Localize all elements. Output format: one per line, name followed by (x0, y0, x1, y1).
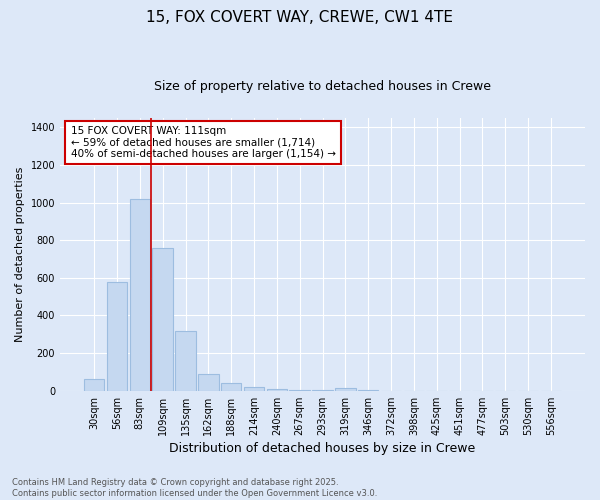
Bar (358, 390, 379, 391)
Text: 15 FOX COVERT WAY: 111sqm
← 59% of detached houses are smaller (1,714)
40% of se: 15 FOX COVERT WAY: 111sqm ← 59% of detac… (71, 126, 335, 159)
Bar (152, 248, 173, 391)
Bar (107, 282, 127, 391)
Bar (289, 390, 310, 391)
Bar (266, 390, 287, 391)
Y-axis label: Number of detached properties: Number of detached properties (15, 166, 25, 342)
Bar (335, 388, 356, 391)
Text: Contains HM Land Registry data © Crown copyright and database right 2025.
Contai: Contains HM Land Registry data © Crown c… (12, 478, 377, 498)
Title: Size of property relative to detached houses in Crewe: Size of property relative to detached ho… (154, 80, 491, 93)
Bar (198, 374, 218, 391)
Bar (84, 378, 104, 391)
X-axis label: Distribution of detached houses by size in Crewe: Distribution of detached houses by size … (169, 442, 476, 455)
Bar (244, 387, 264, 391)
Bar (221, 384, 241, 391)
Bar (130, 198, 150, 391)
Bar (175, 330, 196, 391)
Text: 15, FOX COVERT WAY, CREWE, CW1 4TE: 15, FOX COVERT WAY, CREWE, CW1 4TE (146, 10, 454, 25)
